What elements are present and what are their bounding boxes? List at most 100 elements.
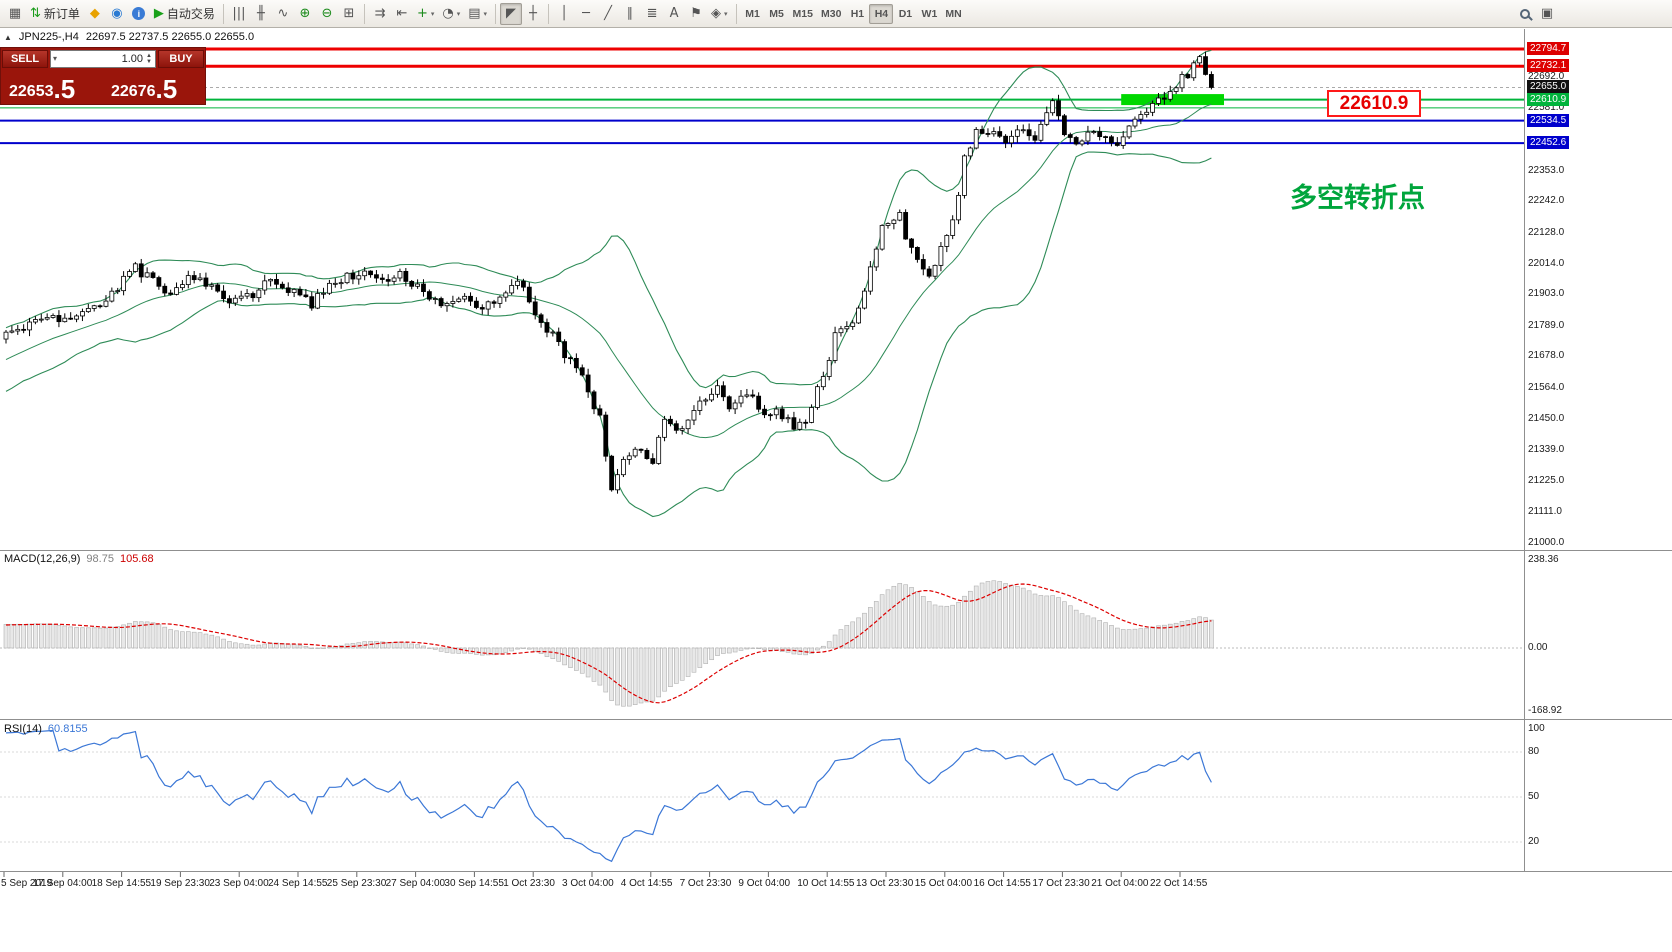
time-axis-label: 9 Oct 04:00 bbox=[738, 878, 791, 889]
buy-price-frac: .5 bbox=[155, 74, 178, 104]
auto-scroll-button[interactable]: ⇉ bbox=[369, 3, 391, 25]
sell-button[interactable]: SELL bbox=[2, 49, 48, 68]
text-label-icon: ⚑ bbox=[690, 6, 702, 21]
axes-frame bbox=[0, 29, 1672, 877]
price-axis[interactable]: 22692.0 22581.0 22353.0 22242.0 22128.0 22014… bbox=[1526, 0, 1672, 952]
volume-down-icon[interactable]: ▼ bbox=[146, 58, 152, 65]
volume-input[interactable] bbox=[59, 52, 144, 65]
search-icon[interactable] bbox=[1514, 3, 1536, 25]
volume-input-group: ▾ ▲ ▼ bbox=[50, 49, 156, 68]
cursor-button[interactable]: ◤ bbox=[500, 2, 523, 25]
fibonacci-button[interactable]: ≣ bbox=[641, 3, 663, 25]
sell-price[interactable]: 22653 .5 bbox=[1, 69, 103, 104]
line-chart-style-button[interactable]: ∿ bbox=[272, 3, 294, 25]
chart-note-text[interactable]: 多空转折点 bbox=[1290, 183, 1425, 214]
chart-shift-icon: ⇤ bbox=[396, 6, 408, 21]
app-icon[interactable]: ▦ bbox=[4, 3, 26, 25]
rsi-value: 60.8155 bbox=[47, 723, 88, 735]
candlestick-style-button[interactable]: ╫ bbox=[250, 3, 272, 25]
trade-panel-toggle-icon[interactable]: ▲ bbox=[4, 32, 12, 42]
chart-shift-button[interactable]: ⇤ bbox=[391, 3, 413, 25]
timeframe-M15-button[interactable]: M15 bbox=[792, 7, 813, 20]
community-icon[interactable]: ◉ bbox=[106, 3, 128, 25]
zoom-out-button[interactable]: ⊖ bbox=[316, 3, 338, 25]
shapes-icon: ◈ bbox=[711, 6, 722, 21]
timeframe-M30-button[interactable]: M30 bbox=[820, 7, 842, 20]
toolbar-separator bbox=[363, 3, 365, 24]
tile-windows-icon: ⊞ bbox=[343, 6, 355, 21]
timeframe-M1-button[interactable]: M1 bbox=[745, 7, 760, 20]
price-axis-marker: 22732.1 bbox=[1527, 59, 1570, 73]
app-icon: ▦ bbox=[8, 6, 22, 21]
vertical-line-button[interactable]: │ bbox=[553, 3, 575, 25]
timeframe-M5-button[interactable]: M5 bbox=[769, 7, 784, 20]
zoom-in-icon: ⊕ bbox=[299, 6, 311, 21]
auto-trading-button[interactable]: ▶ 自动交易 bbox=[150, 3, 219, 25]
macd-axis-label: 0.00 bbox=[1528, 642, 1548, 653]
volume-dropdown-icon[interactable]: ▾ bbox=[53, 54, 58, 63]
price-axis-marker: 22655.0 bbox=[1527, 80, 1570, 94]
buy-button[interactable]: BUY bbox=[158, 49, 204, 68]
templates-icon: ▤ bbox=[468, 6, 481, 21]
indicators-button[interactable]: + ▾ bbox=[413, 3, 438, 25]
text-label-button[interactable]: ⚑ bbox=[685, 3, 707, 25]
toolbar-separator bbox=[222, 3, 224, 24]
candles bbox=[3, 51, 1214, 494]
timeframe-H1-button[interactable]: H1 bbox=[850, 7, 865, 20]
macd-axis-label: 238.36 bbox=[1528, 553, 1559, 565]
dropdown-caret-icon: ▾ bbox=[483, 10, 488, 18]
time-axis-label: 5 Sep 2019 bbox=[1, 878, 53, 889]
new-order-button[interactable]: ⇅ 新订单 bbox=[26, 3, 84, 25]
info-icon[interactable]: i bbox=[128, 3, 150, 25]
timeframe-W1-button[interactable]: W1 bbox=[921, 7, 938, 20]
cursor-icon: ◤ bbox=[506, 6, 517, 21]
time-axis[interactable]: 5 Sep 2019 17 Sep 04:00 18 Sep 14:55 19 Sep… bbox=[0, 878, 1524, 894]
tile-windows-button[interactable]: ⊞ bbox=[338, 3, 360, 25]
toolbar: ▦ ⇅ 新订单 ◆ ◉ i ▶ 自动交易 ||| ╫ ∿ ⊕ ⊖ ⊞ ⇉ ⇤ + ▾ ◔ ▾ ▤ ▾ ◤ ┼ │ ─ ╱ ∥ ≣ A ⚑ ◈ ▾… bbox=[0, 0, 1672, 28]
panel-splitter[interactable] bbox=[0, 549, 1672, 550]
macd-layer bbox=[0, 580, 1524, 707]
panel-splitter[interactable] bbox=[0, 718, 1672, 719]
zoom-in-button[interactable]: ⊕ bbox=[294, 3, 316, 25]
channel-icon: ∥ bbox=[626, 6, 634, 21]
bar-chart-style-button[interactable]: ||| bbox=[228, 3, 250, 25]
crosshair-icon: ┼ bbox=[529, 6, 537, 21]
auto-trading-button-label: 自动交易 bbox=[166, 7, 215, 21]
price-annotation-box[interactable]: 22610.9 bbox=[1327, 90, 1421, 117]
dropdown-caret-icon: ▾ bbox=[456, 10, 461, 18]
new-window-icon[interactable]: ▣ bbox=[1536, 3, 1558, 25]
price-axis-label: 21000.0 bbox=[1528, 536, 1565, 548]
periods-button[interactable]: ◔ ▾ bbox=[438, 3, 464, 25]
price-axis-label: 22014.0 bbox=[1528, 257, 1565, 269]
time-axis-label: 23 Sep 04:00 bbox=[209, 878, 269, 889]
time-axis-label: 7 Oct 23:30 bbox=[679, 878, 732, 889]
macd-value-signal: 105.68 bbox=[119, 553, 154, 565]
panel-splitter[interactable] bbox=[0, 870, 1672, 871]
price-axis-label: 21111.0 bbox=[1528, 506, 1562, 518]
periods-icon: ◔ bbox=[442, 6, 454, 21]
bar-chart-style-icon: ||| bbox=[232, 6, 246, 21]
time-axis-label: 1 Oct 23:30 bbox=[503, 878, 555, 889]
symbol-period-label: JPN225-,H4 bbox=[18, 31, 79, 43]
crosshair-button[interactable]: ┼ bbox=[522, 3, 544, 25]
horizontal-line-button[interactable]: ─ bbox=[575, 3, 597, 25]
toolbar-right-group: ▣ bbox=[1514, 3, 1558, 25]
fibonacci-icon: ≣ bbox=[646, 6, 658, 21]
timeframe-H4-button[interactable]: H4 bbox=[869, 3, 894, 24]
time-axis-label: 10 Oct 14:55 bbox=[797, 878, 855, 889]
shapes-button[interactable]: ◈ ▾ bbox=[707, 3, 732, 25]
volume-up-icon[interactable]: ▲ bbox=[146, 52, 152, 59]
horizontal-line-icon: ─ bbox=[582, 6, 590, 21]
rsi-axis-label: 80 bbox=[1528, 746, 1540, 757]
price-axis-marker: 22534.5 bbox=[1527, 113, 1570, 127]
text-button[interactable]: A bbox=[663, 3, 685, 25]
timeframe-MN-button[interactable]: MN bbox=[945, 7, 962, 20]
timeframe-D1-button[interactable]: D1 bbox=[898, 7, 913, 20]
templates-button[interactable]: ▤ ▾ bbox=[464, 3, 491, 25]
buy-price[interactable]: 22676 .5 bbox=[103, 69, 205, 104]
trendline-button[interactable]: ╱ bbox=[597, 3, 619, 25]
channel-button[interactable]: ∥ bbox=[619, 3, 641, 25]
favorites-icon[interactable]: ◆ bbox=[84, 3, 106, 25]
sell-price-frac: .5 bbox=[53, 74, 76, 104]
